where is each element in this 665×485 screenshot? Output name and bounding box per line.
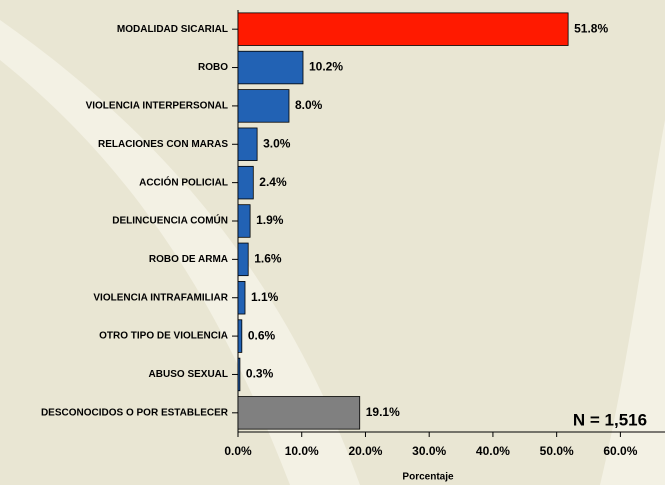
value-label: 3.0%: [263, 136, 291, 150]
y-tick-label: ACCIÓN POLICIAL: [139, 175, 228, 188]
y-tick-label: ABUSO SEXUAL: [149, 369, 228, 380]
background-swoosh: [0, 20, 360, 485]
y-tick-label: VIOLENCIA INTRAFAMILIAR: [93, 292, 228, 303]
value-label: 0.6%: [248, 328, 276, 342]
value-label: 1.6%: [254, 252, 282, 266]
x-tick-label: 40.0%: [476, 444, 510, 458]
x-tick-label: 10.0%: [285, 444, 319, 458]
bar: [237, 242, 249, 277]
value-label: 1.9%: [256, 213, 284, 227]
y-tick-label: DESCONOCIDOS O POR ESTABLECER: [41, 407, 229, 418]
y-tick-label: OTRO TIPO DE VIOLENCIA: [99, 331, 228, 342]
y-tick-label: VIOLENCIA INTERPERSONAL: [86, 101, 228, 112]
x-tick-label: 30.0%: [412, 444, 446, 458]
y-tick-label: DELINCUENCIA COMÚN: [112, 214, 228, 227]
value-label: 10.2%: [309, 60, 343, 74]
x-axis-label: Porcentaje: [402, 472, 454, 483]
value-label: 51.8%: [574, 21, 608, 35]
x-tick-label: 50.0%: [540, 444, 574, 458]
bar: [237, 50, 304, 85]
y-tick-label: RELACIONES CON MARAS: [98, 139, 228, 150]
background-swoosh: [600, 120, 665, 485]
bar: [237, 127, 258, 161]
bar: [237, 165, 254, 200]
bar: [237, 12, 569, 46]
bar: [237, 357, 241, 392]
bar: [237, 281, 246, 315]
x-tick-label: 60.0%: [603, 444, 637, 458]
x-tick-label: 20.0%: [348, 444, 382, 458]
bar: [237, 204, 251, 238]
value-label: 1.1%: [251, 290, 279, 304]
bar: [237, 89, 290, 123]
value-label: 8.0%: [295, 98, 323, 112]
annotation: N = 1,516: [573, 410, 647, 429]
value-label: 0.3%: [246, 367, 274, 381]
bar: [237, 396, 361, 430]
y-tick-label: ROBO DE ARMA: [149, 254, 228, 265]
value-label: 19.1%: [366, 405, 400, 419]
bar: [237, 319, 243, 353]
y-tick-label: MODALIDAD SICARIAL: [117, 24, 228, 35]
value-label: 2.4%: [259, 175, 287, 189]
x-tick-label: 0.0%: [224, 444, 252, 458]
y-tick-label: ROBO: [198, 62, 228, 73]
